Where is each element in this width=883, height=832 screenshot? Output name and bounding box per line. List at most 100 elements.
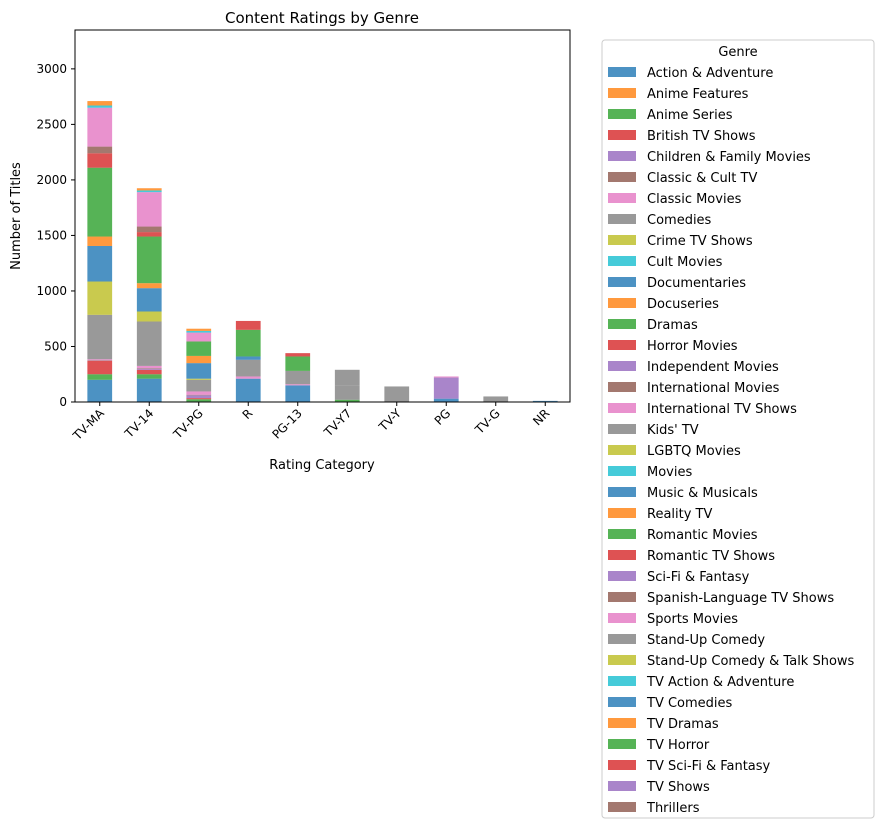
bars-layer — [87, 101, 558, 402]
legend-swatch — [608, 277, 636, 287]
bar-segment — [136, 283, 162, 289]
bar-segment — [433, 377, 459, 399]
plot-frame — [74, 29, 571, 403]
legend-swatch — [608, 697, 636, 707]
bar-segment — [136, 365, 162, 369]
bar-segment — [186, 378, 212, 380]
legend-label: Anime Series — [647, 108, 733, 123]
bar-segment — [87, 153, 113, 168]
legend-swatch — [608, 424, 636, 434]
legend-frame — [601, 39, 875, 819]
legend-swatch — [608, 403, 636, 413]
bar-segment — [334, 369, 360, 386]
legend-swatch — [608, 487, 636, 497]
bar-segment — [87, 374, 113, 380]
bar-segment — [433, 398, 459, 402]
legend-swatch — [608, 739, 636, 749]
legend-title: Genre — [718, 45, 757, 60]
bar-segment — [186, 330, 212, 333]
bar-segment — [136, 378, 162, 402]
legend-swatch — [608, 193, 636, 203]
legend-swatch — [608, 151, 636, 161]
legend-label: TV Sci-Fi & Fantasy — [646, 759, 771, 774]
bar-segment — [136, 192, 162, 227]
legend-label: Docuseries — [647, 297, 719, 312]
bar-segment — [136, 374, 162, 379]
bar-segment — [334, 385, 360, 400]
bar-segment — [235, 356, 261, 360]
bar-segment — [87, 359, 113, 361]
bar-segment — [87, 314, 113, 360]
legend-label: Classic Movies — [647, 192, 742, 207]
legend-swatch — [608, 214, 636, 224]
legend-swatch — [608, 550, 636, 560]
legend-label: International Movies — [647, 381, 780, 396]
bar-segment — [136, 368, 162, 369]
legend-label: TV Comedies — [646, 696, 733, 711]
bar-segment — [87, 236, 113, 246]
bar-segment — [87, 107, 113, 147]
bar-segment — [87, 146, 113, 154]
legend-swatch — [608, 760, 636, 770]
bar-segment — [136, 321, 162, 366]
legend-label: TV Shows — [646, 780, 710, 795]
y-tick-label: 1500 — [36, 228, 67, 242]
bar-segment — [235, 320, 261, 330]
bar-segment — [186, 355, 212, 364]
bar-segment — [186, 363, 212, 379]
legend-swatch — [608, 445, 636, 455]
bar-segment — [186, 332, 212, 342]
legend-swatch — [608, 361, 636, 371]
legend-swatch — [608, 655, 636, 665]
bar-segment — [136, 188, 162, 191]
legend-swatch — [608, 529, 636, 539]
bar-segment — [384, 386, 410, 402]
bar-segment — [285, 370, 311, 385]
bar-segment — [87, 245, 113, 282]
legend-swatch — [608, 172, 636, 182]
legend: Genre Action & Adventure Anime Features An… — [601, 39, 875, 819]
bar-segment — [136, 232, 162, 237]
legend-label: Sports Movies — [647, 612, 738, 627]
legend-swatch — [608, 67, 636, 77]
legend-swatch — [608, 109, 636, 119]
bar-segment — [136, 311, 162, 322]
bar-segment — [87, 105, 113, 108]
y-tick-label: 0 — [59, 395, 67, 409]
legend-swatch — [608, 508, 636, 518]
legend-label: Dramas — [647, 318, 698, 333]
legend-label: British TV Shows — [647, 129, 756, 144]
legend-swatch — [608, 382, 636, 392]
legend-label: Romantic Movies — [647, 528, 758, 543]
legend-swatch — [608, 802, 636, 812]
legend-swatch — [608, 634, 636, 644]
legend-swatch — [608, 781, 636, 791]
legend-label: Action & Adventure — [647, 66, 773, 81]
legend-label: Documentaries — [647, 276, 746, 291]
legend-swatch — [608, 718, 636, 728]
bar-segment — [186, 394, 212, 396]
legend-label: International TV Shows — [647, 402, 797, 417]
legend-swatch — [608, 613, 636, 623]
legend-swatch — [608, 676, 636, 686]
legend-label: Independent Movies — [647, 360, 779, 375]
legend-swatch — [608, 571, 636, 581]
legend-swatch — [608, 88, 636, 98]
legend-swatch — [608, 256, 636, 266]
bar-segment — [87, 167, 113, 237]
bar-segment — [186, 391, 212, 395]
legend-label: Stand-Up Comedy & Talk Shows — [647, 654, 855, 669]
bar-segment — [532, 400, 558, 402]
bar-segment — [136, 226, 162, 233]
bar-segment — [136, 369, 162, 375]
bar-segment — [87, 360, 113, 375]
y-tick-label: 2500 — [36, 117, 67, 131]
y-tick-label: 3000 — [36, 62, 67, 76]
legend-label: Movies — [647, 465, 692, 480]
bar-segment — [334, 399, 360, 402]
legend-swatch — [608, 340, 636, 350]
bar-segment — [483, 396, 509, 402]
bar-segment — [136, 236, 162, 284]
legend-swatch — [608, 319, 636, 329]
bar-segment — [87, 360, 113, 361]
